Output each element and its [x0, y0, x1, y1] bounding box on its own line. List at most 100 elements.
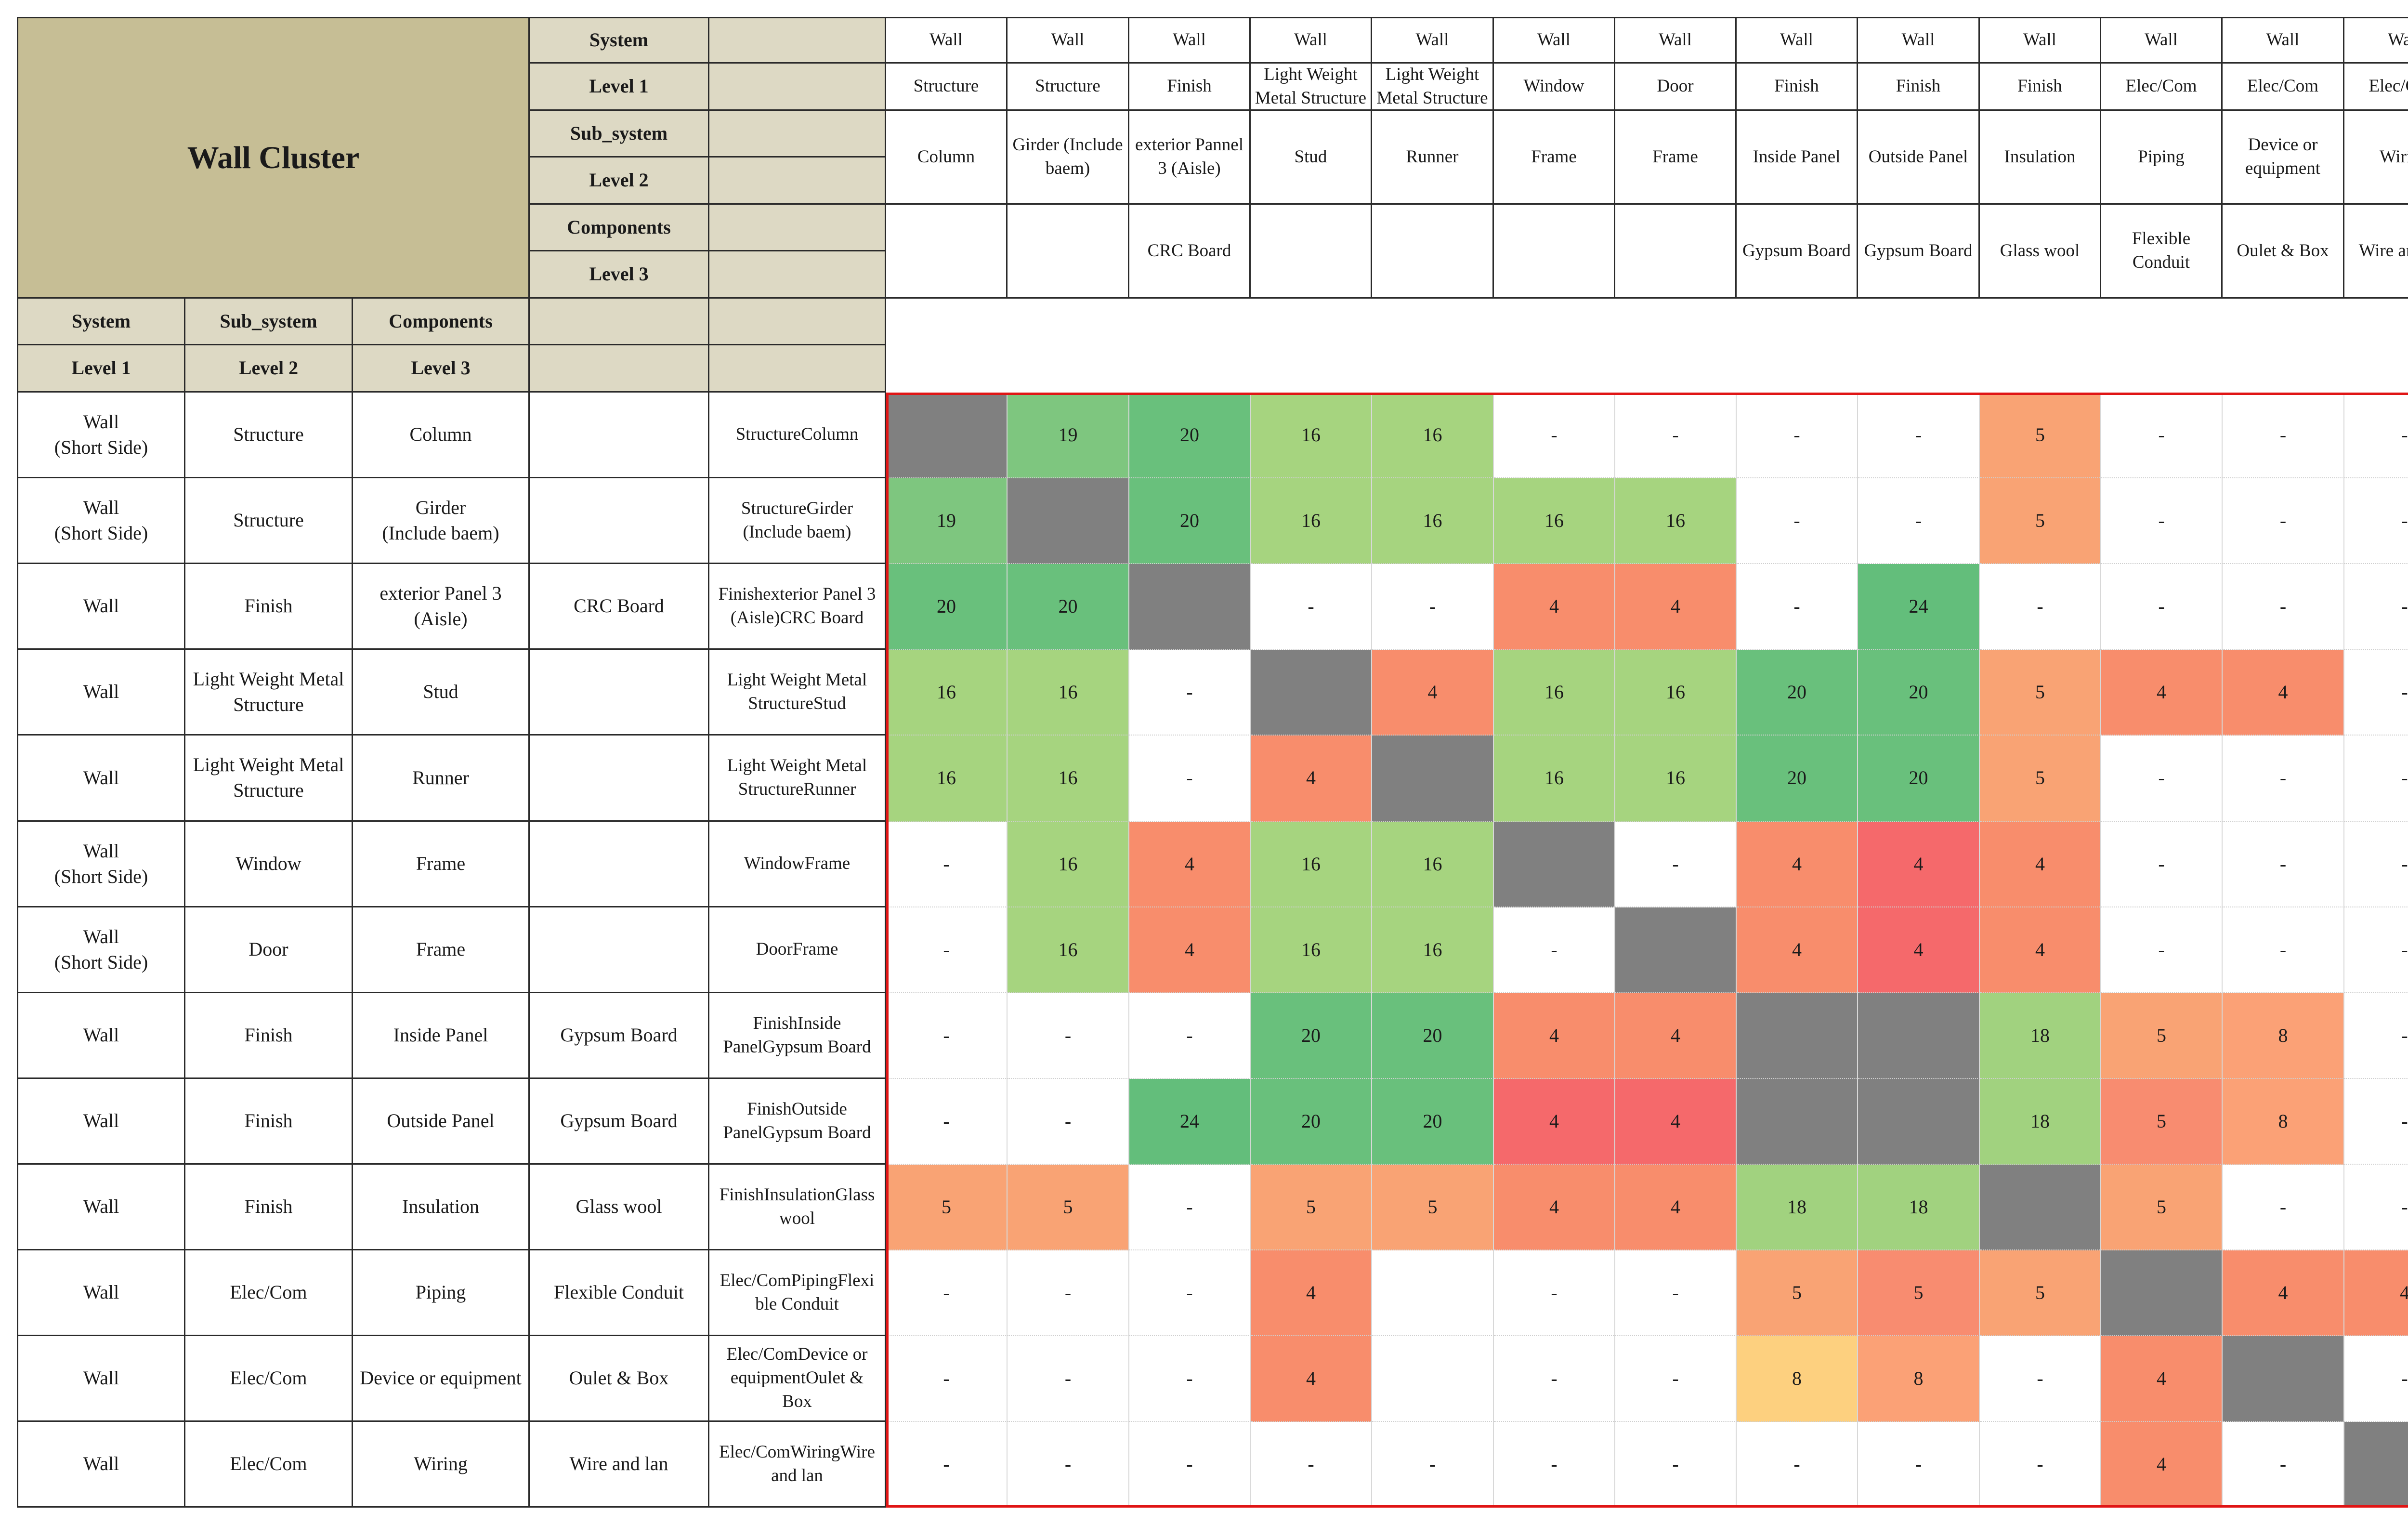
row-sub-4-text: Light Weight Metal Structure: [193, 754, 344, 801]
matrix-cell-1-1: [1008, 478, 1129, 564]
column-header-comp-5: Frame: [1494, 111, 1615, 205]
column-header-sub-6: Door: [1615, 64, 1737, 111]
matrix-value: -: [2401, 767, 2408, 789]
row-sub-11-text: Elec/Com: [230, 1367, 307, 1389]
matrix-cell-3-2: -: [1129, 650, 1251, 736]
row-comp-6: Frame: [353, 907, 530, 993]
matrix-value: -: [1186, 1196, 1193, 1218]
column-header-sub-2: Finish: [1129, 64, 1251, 111]
row-material-3: [530, 650, 709, 736]
column-header-comp-9-text: Insulation: [2004, 146, 2076, 167]
matrix-cell-3-9: 5: [1980, 650, 2101, 736]
row-material-4: [530, 736, 709, 822]
column-header-comp-0-text: Column: [917, 146, 975, 167]
column-header-material-2-text: CRC Board: [1147, 240, 1231, 261]
column-header-comp-2-text: exterior Pannel 3 (Aisle): [1135, 135, 1243, 178]
matrix-cell-8-3: 20: [1251, 1079, 1372, 1165]
matrix-cell-9-4: 5: [1372, 1165, 1494, 1250]
row-material-9: Glass wool: [530, 1165, 709, 1250]
column-header-material-4: [1372, 205, 1494, 299]
hier-blank-3: [709, 158, 886, 205]
matrix-cell-3-1: 16: [1008, 650, 1129, 736]
row-name-5: WindowFrame: [709, 822, 886, 907]
column-header-comp-10-text: Piping: [2138, 146, 2185, 167]
matrix-value: 16: [1423, 423, 1442, 446]
column-header-sub-7-text: Finish: [1774, 76, 1819, 96]
matrix-cell-3-3: [1251, 650, 1372, 736]
matrix-value: -: [1915, 423, 1922, 446]
matrix-value: -: [2037, 1367, 2043, 1389]
matrix-cell-6-5: -: [1494, 907, 1615, 993]
matrix-value: 20: [1058, 595, 1078, 617]
column-header-material-3: [1251, 205, 1372, 299]
matrix-cell-3-10: 4: [2101, 650, 2223, 736]
row-name-8-text: FinishOutside PanelGypsum Board: [723, 1099, 871, 1143]
matrix-value: 4: [1427, 681, 1438, 703]
matrix-cell-1-10: -: [2101, 478, 2223, 564]
row-comp-7-text: Inside Panel: [393, 1024, 488, 1046]
matrix-value: -: [2279, 1453, 2287, 1475]
matrix-cell-8-4: 20: [1372, 1079, 1494, 1165]
column-header-system-5-text: Wall: [1537, 30, 1570, 50]
matrix-value: 20: [1301, 1110, 1321, 1132]
matrix-cell-2-7: -: [1737, 564, 1858, 650]
row-material-11-text: Oulet & Box: [569, 1367, 669, 1389]
matrix-value: 16: [1666, 509, 1685, 531]
hier-blank-5: [709, 251, 886, 299]
column-header-comp-7-text: Inside Panel: [1753, 146, 1841, 167]
matrix-cell-8-1: -: [1008, 1079, 1129, 1165]
row-comp-7: Inside Panel: [353, 993, 530, 1079]
row-material-11: Oulet & Box: [530, 1336, 709, 1422]
row-name-3-text: Light Weight Metal StructureStud: [727, 670, 867, 713]
row-system-5-text: Wall (Short Side): [54, 840, 148, 887]
column-header-system-8: Wall: [1858, 17, 1980, 64]
matrix-cell-4-11: -: [2223, 736, 2344, 822]
column-header-system-5: Wall: [1494, 17, 1615, 64]
column-header-system-2: Wall: [1129, 17, 1251, 64]
matrix-value: 16: [1058, 853, 1078, 875]
column-header-material-0: [886, 205, 1008, 299]
column-header-comp-1-text: Girder (Include baem): [1012, 135, 1123, 178]
column-header-material-7-text: Gypsum Board: [1742, 240, 1851, 261]
matrix-cell-0-12: -: [2344, 393, 2408, 478]
matrix-value: -: [943, 1281, 950, 1303]
matrix-cell-9-12: -: [2344, 1165, 2408, 1250]
matrix-cell-9-7: 18: [1737, 1165, 1858, 1250]
matrix-value: -: [1186, 1281, 1193, 1303]
matrix-cell-10-3: 4: [1251, 1250, 1372, 1336]
matrix-cell-4-3: 4: [1251, 736, 1372, 822]
row-name-1: StructureGirder (Include baem): [709, 478, 886, 564]
left-header-name-top: [709, 299, 886, 345]
matrix-cell-8-5: 4: [1494, 1079, 1615, 1165]
matrix-value: -: [1064, 1110, 1072, 1132]
row-comp-12-text: Wiring: [414, 1453, 468, 1475]
matrix-value: 16: [1423, 938, 1442, 960]
matrix-cell-0-1: 19: [1008, 393, 1129, 478]
matrix-cell-0-0: [886, 393, 1008, 478]
matrix-cell-9-2: -: [1129, 1165, 1251, 1250]
row-material-10-text: Flexible Conduit: [554, 1281, 684, 1303]
row-system-7: Wall: [17, 993, 185, 1079]
row-sub-5-text: Window: [236, 853, 301, 875]
matrix-value: -: [1672, 1367, 1679, 1389]
matrix-cell-3-6: 16: [1615, 650, 1737, 736]
matrix-value: -: [1429, 595, 1436, 617]
matrix-cell-1-7: -: [1737, 478, 1858, 564]
matrix-value: -: [2279, 938, 2287, 960]
row-name-0: StructureColumn: [709, 393, 886, 478]
matrix-value: -: [1186, 1024, 1193, 1046]
matrix-value: -: [2279, 509, 2287, 531]
row-material-7-text: Gypsum Board: [560, 1024, 678, 1046]
matrix-value: 5: [2157, 1024, 2166, 1046]
matrix-cell-4-12: -: [2344, 736, 2408, 822]
row-system-12: Wall: [17, 1422, 185, 1508]
matrix-cell-2-6: 4: [1615, 564, 1737, 650]
row-material-2: CRC Board: [530, 564, 709, 650]
hier-label-1: Level 1: [530, 64, 709, 111]
matrix-cell-6-4: 16: [1372, 907, 1494, 993]
matrix-value: -: [1793, 423, 1800, 446]
row-name-1-text: StructureGirder (Include baem): [741, 498, 853, 542]
row-material-10: Flexible Conduit: [530, 1250, 709, 1336]
matrix-value: 4: [2035, 938, 2045, 960]
matrix-cell-1-8: -: [1858, 478, 1980, 564]
